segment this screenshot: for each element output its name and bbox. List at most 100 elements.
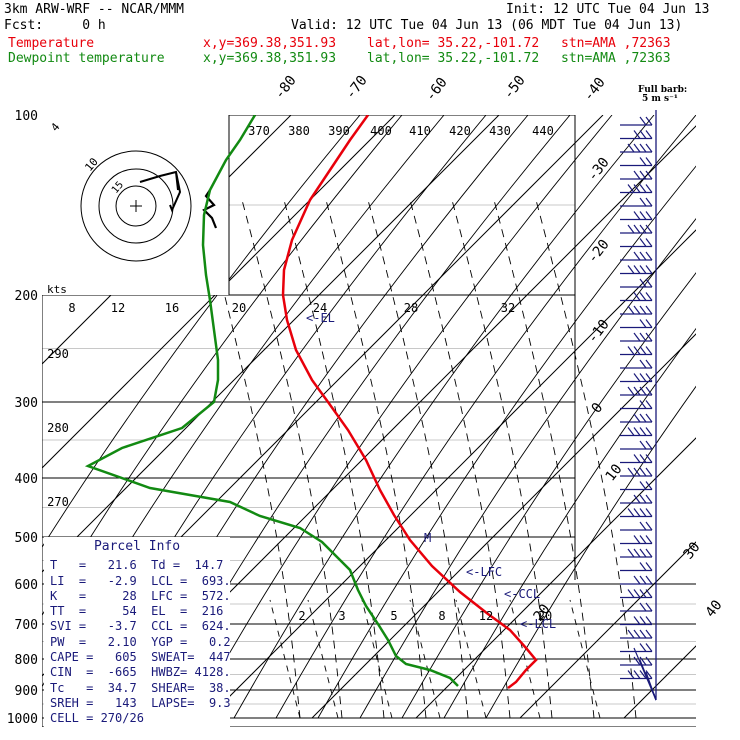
temperature-label: -20 [585,237,613,267]
barb-flag [627,305,635,315]
dry-adiabat [275,115,696,719]
wind-barb [620,197,653,207]
ring-label: 8 [68,301,75,315]
wind-barb [620,346,653,356]
barb-flag [645,157,653,166]
barb-flag [627,224,635,234]
barb-flag [645,535,653,544]
barb-flag [639,211,647,220]
theta-e-label: 370 [248,124,270,138]
hodograph-kts-label: kts [47,283,67,296]
wind-barb [620,224,653,234]
barb-flag [639,319,647,328]
wind-barb [620,616,653,626]
temperature-label: -30 [585,155,613,185]
mixing-ratio-line [509,599,541,719]
barb-flag [633,130,641,139]
moist-adiabat [409,199,511,719]
model-title: 3km ARW-WRF -- NCAR/MMM [4,2,185,17]
barb-flag [639,562,647,571]
theta-e-label: 420 [449,124,471,138]
barb-key: Full barb: 5 m s⁻¹ [638,86,687,104]
moist-adiabat [535,199,637,719]
barb-flag [645,170,653,180]
wind-barb [620,386,653,396]
barb-flag [639,643,647,652]
wind-barb [620,373,653,383]
barb-flag [645,224,653,234]
temperature-station: stn=AMA ,72363 [561,36,671,51]
barb-flag [639,616,647,625]
theta-e-label: 390 [328,124,350,138]
wind-barb [620,265,653,275]
wind-barb [620,427,653,437]
barb-flag [627,508,635,517]
parcel-row: Tc = 34.7 SHEAR= 38. [50,680,231,695]
dry-adiabat [317,165,696,719]
barb-flag [639,265,647,274]
barb-flag [645,386,653,396]
barb-flag [639,521,647,531]
barb-flag [633,413,641,423]
theta-e-label: 410 [409,124,431,138]
wind-barb [620,359,653,369]
barb-flag [639,224,647,234]
wind-barb [620,143,653,153]
temperature-label: 30 [681,539,704,562]
barb-flag [645,265,653,274]
mixing-ratio-label: 5 [390,609,397,623]
barb-flag [633,224,641,234]
wind-barb [620,413,653,423]
theta-e-label: 400 [370,124,392,138]
wind-barb [620,319,653,329]
barb-flag [645,143,653,153]
moist-adiabat [199,199,301,719]
wind-barb [620,170,653,180]
m-marker: M [424,531,431,545]
barb-key-line2: 5 m s⁻¹ [642,94,678,104]
mixing-ratio-line [569,599,601,719]
barb-flag [645,332,653,342]
barb-flag [639,440,647,450]
barb-flag [639,467,647,477]
wind-barb [620,211,653,221]
init-time: Init: 12 UTC Tue 04 Jun 13 [506,2,710,17]
barb-flag [639,197,647,207]
theta-e-label: 430 [489,124,511,138]
mixing-ratio-line [269,599,301,719]
barb-flag [627,548,635,558]
mixing-ratio-line [455,599,487,719]
barb-flag [645,413,653,423]
parcel-row: SREH = 143 LAPSE= 9.3 [50,695,231,710]
barb-flag [627,143,635,153]
barb-flag [633,265,641,274]
pressure-label: 200 [15,289,38,304]
barb-flag [627,629,635,639]
barb-flag [645,373,653,382]
barb-flag [645,629,653,639]
ring-label: 20 [232,301,246,315]
barb-flag [639,494,647,504]
dry-adiabat [233,115,655,719]
theta-label: 290 [47,347,69,361]
isotherm [728,115,740,718]
barb-flag [639,454,647,463]
wind-barb [620,467,653,477]
barb-flag [633,170,641,180]
moist-adiabat [451,199,553,719]
wind-barb [620,481,653,491]
parcel-row: CELL = 270/26 [50,711,144,726]
parcel-row: CAPE = 605 SWEAT= 447 [50,650,231,665]
wind-barb [620,535,653,545]
isotherm [519,541,696,719]
barb-flag [645,589,653,598]
pressure-label: 500 [15,531,38,546]
barb-flag [645,251,653,261]
barb-flag [639,238,647,247]
parcel-row: CIN = -665 HWBZ= 4128. [50,665,231,680]
barb-flag [639,575,647,585]
barb-flag [639,184,647,193]
hodograph-trace [139,170,182,213]
barb-flag [645,454,653,463]
